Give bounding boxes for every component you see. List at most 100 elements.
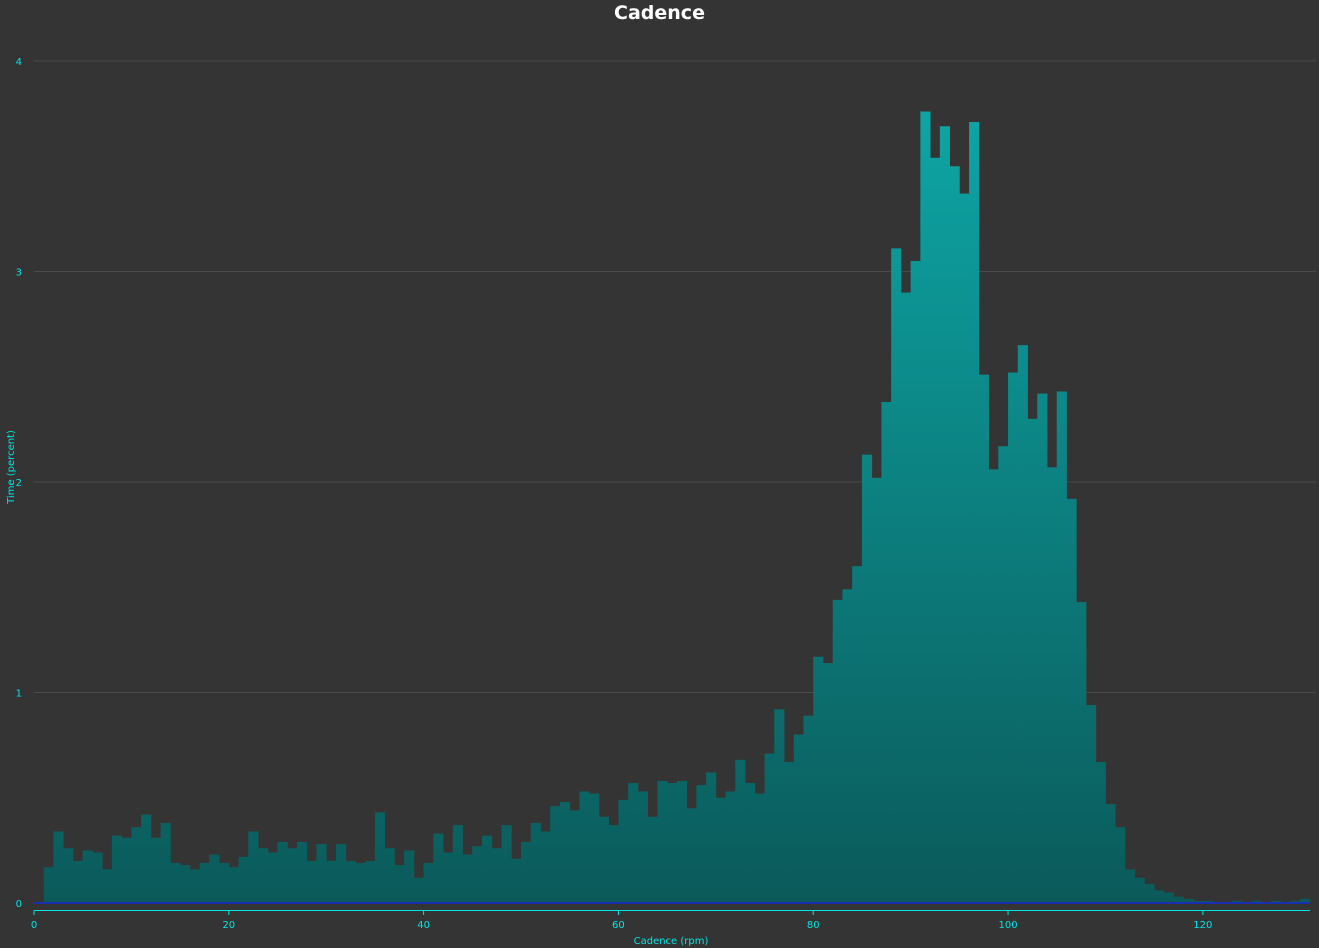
histogram-bar: [530, 823, 541, 903]
histogram-bar: [608, 825, 619, 903]
histogram-bar: [491, 848, 502, 903]
histogram-bar: [443, 852, 454, 903]
histogram-bar: [141, 814, 152, 903]
grid-lines: [34, 60, 1316, 693]
histogram-bar: [696, 785, 707, 903]
histogram-bar: [910, 260, 921, 904]
histogram-bar: [1193, 900, 1204, 903]
histogram-bar: [92, 852, 103, 903]
histogram-bar: [170, 863, 181, 903]
histogram-bar: [920, 111, 931, 903]
histogram-bar: [647, 816, 658, 903]
histogram-bar: [939, 126, 950, 903]
histogram-bar: [793, 734, 804, 903]
y-tick-label: 4: [16, 57, 22, 68]
histogram-bar: [53, 831, 64, 903]
histogram-bar: [199, 863, 210, 903]
histogram-bar: [1095, 761, 1106, 903]
histogram-bar: [1271, 900, 1282, 903]
histogram-bar: [686, 808, 697, 903]
histogram-bar: [248, 831, 259, 903]
histogram-bar: [102, 869, 113, 903]
histogram-bar: [482, 835, 493, 903]
histogram-bar: [1105, 804, 1116, 903]
histogram-bar: [550, 806, 561, 903]
x-tick-label: 100: [998, 920, 1017, 931]
histogram-bar: [1056, 391, 1067, 903]
x-tick-label: 80: [807, 920, 820, 931]
histogram-bar: [1290, 900, 1301, 903]
histogram-bar: [189, 869, 200, 903]
histogram-bar: [784, 761, 795, 903]
histogram-bar: [43, 867, 54, 903]
histogram-bar: [559, 801, 571, 903]
histogram-bar: [1163, 892, 1175, 903]
histogram-bar: [1115, 827, 1126, 903]
histogram-bar: [978, 374, 989, 903]
histogram-bar: [1066, 498, 1077, 903]
histogram-bars: [43, 111, 1311, 904]
histogram-bar: [988, 469, 999, 903]
histogram-bar: [822, 663, 834, 903]
histogram-bar: [82, 850, 93, 904]
histogram-bar: [1232, 900, 1243, 903]
y-axis-title: Time (percent): [6, 430, 17, 505]
histogram-bar: [735, 759, 746, 903]
histogram-bar: [1202, 900, 1213, 903]
histogram-bar: [774, 709, 785, 903]
histogram-bar: [1027, 418, 1038, 903]
histogram-bar: [891, 248, 902, 904]
histogram-bar: [628, 783, 639, 903]
histogram-bar: [676, 780, 688, 903]
y-tick-label: 2: [16, 478, 22, 489]
histogram-bar: [121, 837, 132, 903]
axes: 0 20 40 60 80 100 120 0 1 2 3 4: [16, 57, 1310, 931]
histogram-bar: [296, 841, 308, 903]
histogram-bar: [1085, 705, 1097, 903]
histogram-bar: [521, 841, 532, 903]
histogram-bar: [501, 825, 512, 903]
histogram-bar: [374, 812, 386, 903]
histogram-bar: [871, 477, 882, 903]
histogram-bar: [569, 810, 580, 903]
y-tick-label: 1: [16, 689, 22, 700]
chart-title: Cadence: [614, 2, 705, 24]
x-axis-title: Cadence (rpm): [634, 936, 709, 947]
histogram-bar: [998, 446, 1009, 903]
histogram-bar: [1300, 898, 1311, 903]
histogram-bar: [598, 816, 610, 903]
x-tick-label: 20: [222, 920, 235, 931]
histogram-bar: [423, 863, 434, 903]
histogram-bar: [404, 850, 415, 904]
histogram-bar: [540, 831, 551, 903]
histogram-bar: [754, 793, 765, 903]
histogram-bar: [306, 860, 317, 903]
histogram-bar: [637, 791, 649, 903]
histogram-bar: [452, 825, 463, 903]
histogram-bar: [1183, 898, 1194, 903]
histogram-bar: [1173, 896, 1184, 903]
histogram-bar: [725, 791, 736, 903]
histogram-bar: [832, 599, 843, 903]
histogram-bar: [1047, 467, 1058, 903]
histogram-bar: [326, 860, 337, 903]
histogram-bar: [1037, 393, 1048, 903]
histogram-bar: [277, 841, 288, 903]
x-tick-label: 60: [612, 920, 625, 931]
x-tick-label: 120: [1193, 920, 1212, 931]
histogram-bar: [394, 865, 405, 903]
histogram-bar: [180, 865, 191, 903]
histogram-bar: [969, 122, 980, 904]
histogram-bar: [764, 753, 775, 903]
histogram-bar: [462, 854, 473, 903]
histogram-bar: [238, 856, 249, 903]
histogram-bar: [900, 292, 912, 903]
histogram-bar: [842, 589, 853, 903]
histogram-bar: [355, 863, 366, 903]
histogram-bar: [1124, 869, 1136, 903]
histogram-bar: [667, 783, 678, 903]
histogram-bar: [384, 848, 395, 903]
histogram-bar: [267, 852, 278, 903]
